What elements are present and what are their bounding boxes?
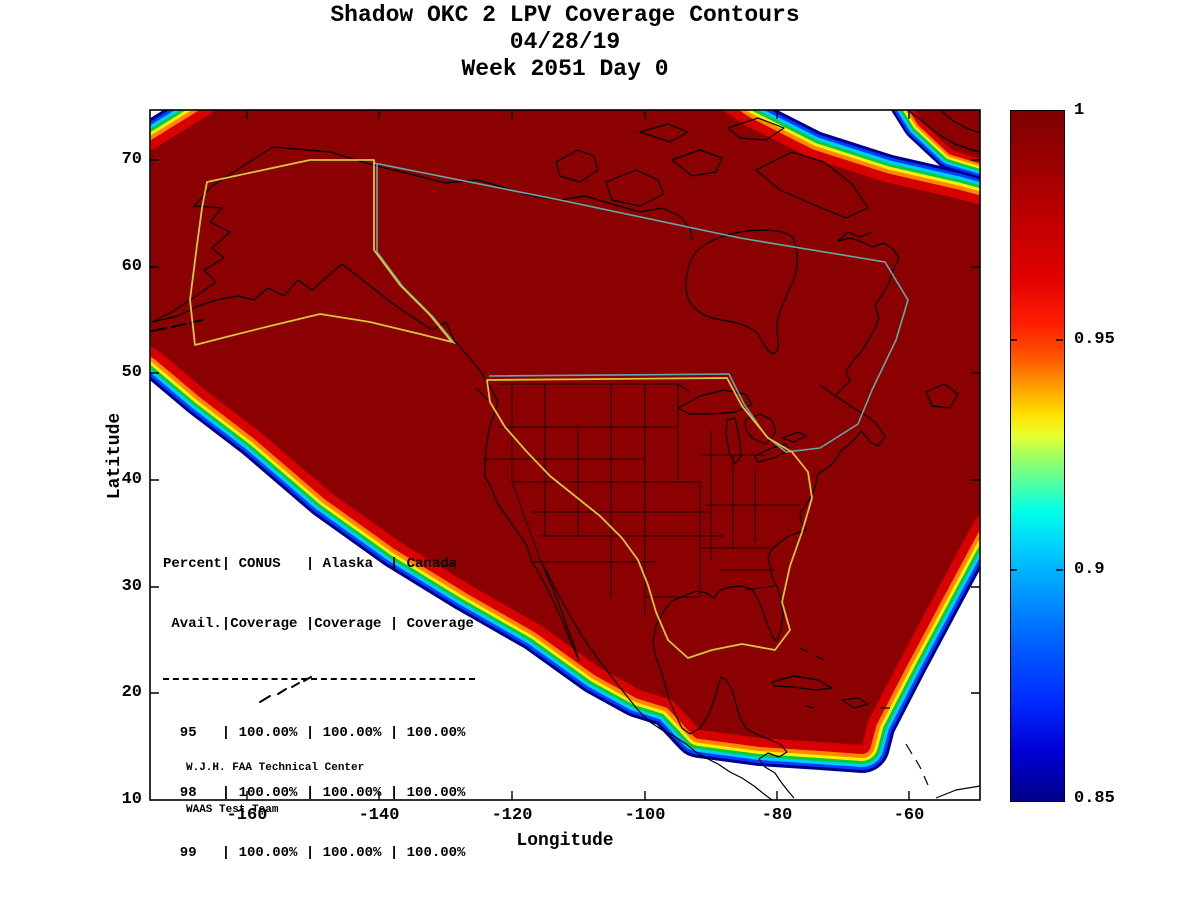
y-tick-label: 60 xyxy=(121,257,142,276)
table-row: 98 | 100.00% | 100.00% | 100.00% xyxy=(163,785,466,801)
y-axis-label: Latitude xyxy=(105,412,125,500)
x-tick-label: -160 xyxy=(226,806,268,825)
coastlines xyxy=(151,110,980,800)
waas-boundary-alaska xyxy=(189,159,453,346)
plot-border xyxy=(149,109,981,801)
chart-title: Shadow OKC 2 LPV Coverage Contours xyxy=(330,2,800,28)
chart-title-block: Shadow OKC 2 LPV Coverage Contours 04/28… xyxy=(150,2,980,83)
y-tick-label: 30 xyxy=(121,577,142,596)
colorbar-tick-label: 0.95 xyxy=(1074,330,1115,349)
y-tick-label: 50 xyxy=(121,363,142,382)
colorbar-tick-label: 0.85 xyxy=(1074,789,1115,808)
x-tick-label: -140 xyxy=(358,806,400,825)
x-tick-label: -80 xyxy=(761,806,793,825)
x-axis-label: Longitude xyxy=(516,831,614,851)
table-divider xyxy=(163,678,475,680)
y-tick-label: 20 xyxy=(121,683,142,702)
table-row: 99 | 100.00% | 100.00% | 100.00% xyxy=(163,845,466,861)
table-header-line: Avail.|Coverage |Coverage | Coverage xyxy=(163,616,474,632)
y-tick-label: 10 xyxy=(121,790,142,809)
attribution-line: W.J.H. FAA Technical Center xyxy=(186,762,365,774)
waas-boundary-conus xyxy=(486,377,813,659)
x-tick-label: -60 xyxy=(893,806,925,825)
coverage-table: Percent| CONUS | Alaska | Canada Avail.|… xyxy=(163,514,475,900)
attribution: W.J.H. FAA Technical Center WAAS Test Te… xyxy=(186,733,364,845)
colorbar-tick-label: 0.9 xyxy=(1074,560,1105,579)
state-boundaries xyxy=(485,383,800,616)
chart-date: 04/28/19 xyxy=(509,29,621,55)
table-header-line: Percent| CONUS | Alaska | Canada xyxy=(163,556,458,572)
colorbar-gradient xyxy=(1010,110,1065,802)
attribution-line: WAAS Test Team xyxy=(186,804,279,816)
chart-week-day: Week 2051 Day 0 xyxy=(461,56,669,82)
x-tick-label: -100 xyxy=(624,806,666,825)
x-tick-label: -120 xyxy=(491,806,533,825)
table-row: 95 | 100.00% | 100.00% | 100.00% xyxy=(163,725,466,741)
y-tick-label: 70 xyxy=(121,150,142,169)
colorbar-tick-label: 1 xyxy=(1074,101,1085,120)
y-tick-label: 40 xyxy=(121,470,142,489)
axis-ticks xyxy=(150,110,1063,800)
